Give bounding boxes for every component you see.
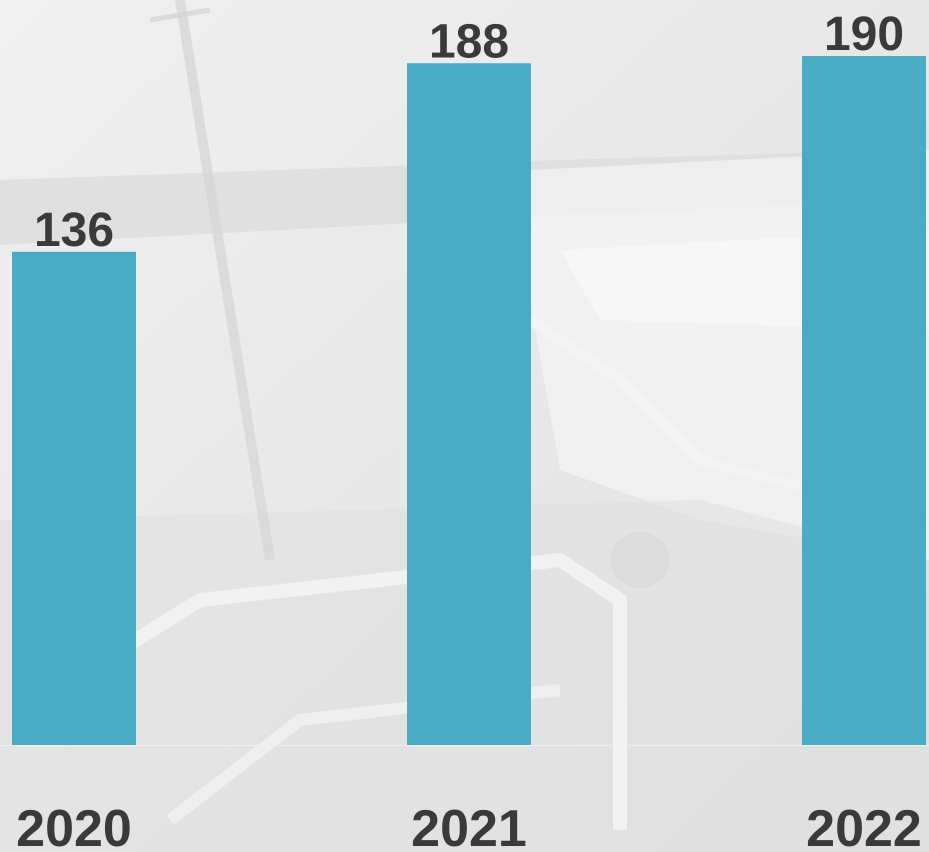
x-tick-label-2021: 2021 bbox=[411, 800, 527, 852]
bar-2021 bbox=[407, 63, 531, 746]
data-label-2021: 188 bbox=[429, 15, 509, 68]
bar-2020 bbox=[12, 251, 136, 746]
x-tick-label-2022: 2022 bbox=[806, 800, 922, 852]
x-tick-label-2020: 2020 bbox=[16, 800, 132, 852]
data-label-2020: 136 bbox=[34, 204, 114, 257]
data-label-2022: 190 bbox=[824, 8, 904, 61]
bar-2022 bbox=[802, 56, 926, 745]
